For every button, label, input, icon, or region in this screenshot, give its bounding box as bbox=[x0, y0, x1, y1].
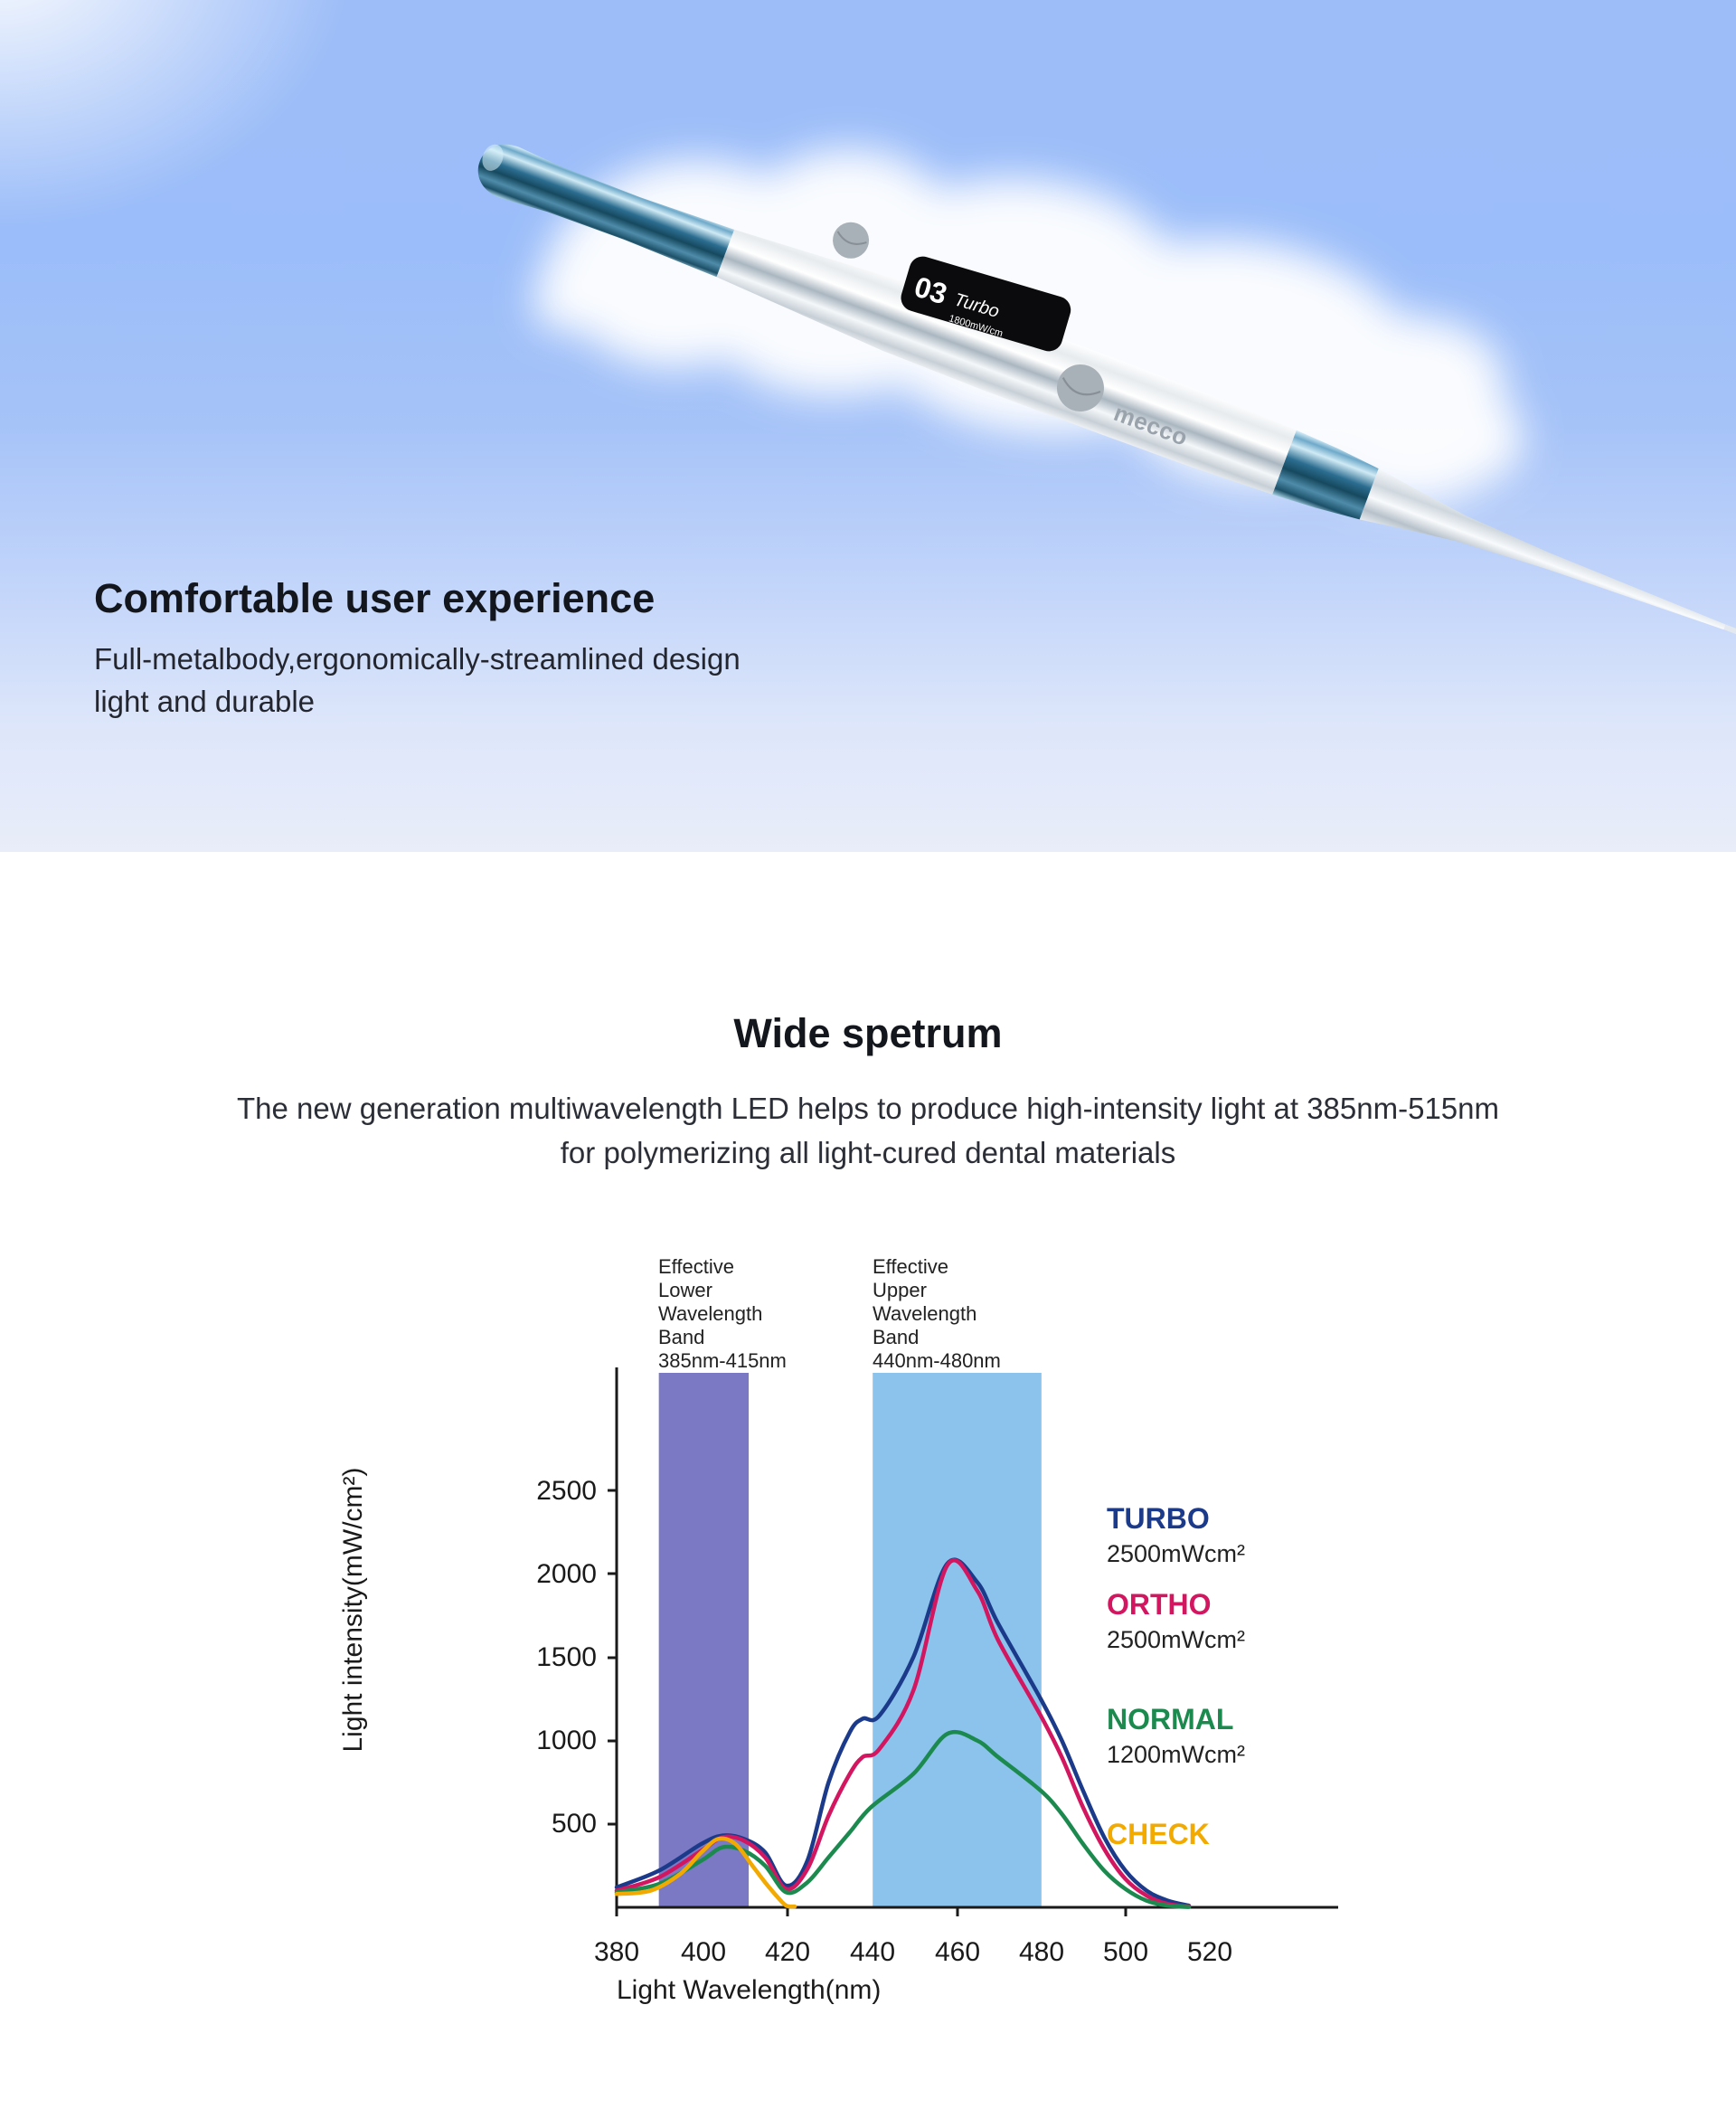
svg-text:Lower: Lower bbox=[658, 1279, 712, 1301]
svg-text:2000: 2000 bbox=[536, 1559, 597, 1589]
svg-text:2500: 2500 bbox=[536, 1476, 597, 1506]
svg-text:385nm-415nm: 385nm-415nm bbox=[658, 1349, 787, 1372]
svg-text:Band: Band bbox=[658, 1326, 704, 1348]
svg-text:Effective: Effective bbox=[658, 1255, 734, 1278]
svg-text:2500mWcm²: 2500mWcm² bbox=[1107, 1626, 1245, 1653]
svg-text:1200mWcm²: 1200mWcm² bbox=[1107, 1741, 1245, 1768]
svg-text:Wavelength: Wavelength bbox=[873, 1302, 976, 1325]
svg-text:520: 520 bbox=[1187, 1937, 1232, 1967]
svg-text:ORTHO: ORTHO bbox=[1107, 1588, 1212, 1621]
svg-text:500: 500 bbox=[552, 1809, 597, 1839]
svg-text:500: 500 bbox=[1103, 1937, 1148, 1967]
svg-text:2500mWcm²: 2500mWcm² bbox=[1107, 1540, 1245, 1567]
svg-text:380: 380 bbox=[594, 1937, 639, 1967]
svg-text:420: 420 bbox=[765, 1937, 810, 1967]
svg-text:400: 400 bbox=[681, 1937, 726, 1967]
svg-text:1500: 1500 bbox=[536, 1642, 597, 1672]
svg-text:440: 440 bbox=[850, 1937, 895, 1967]
svg-text:Wavelength: Wavelength bbox=[658, 1302, 762, 1325]
svg-text:Effective: Effective bbox=[873, 1255, 948, 1278]
svg-text:Band: Band bbox=[873, 1326, 919, 1348]
svg-text:NORMAL: NORMAL bbox=[1107, 1703, 1233, 1735]
svg-text:CHECK: CHECK bbox=[1107, 1818, 1210, 1850]
svg-text:TURBO: TURBO bbox=[1107, 1502, 1210, 1535]
svg-text:440nm-480nm: 440nm-480nm bbox=[873, 1349, 1001, 1372]
svg-text:480: 480 bbox=[1019, 1937, 1064, 1967]
svg-text:Light Wavelength(nm): Light Wavelength(nm) bbox=[617, 1975, 881, 2005]
svg-text:460: 460 bbox=[935, 1937, 980, 1967]
svg-text:Upper: Upper bbox=[873, 1279, 927, 1301]
svg-text:1000: 1000 bbox=[536, 1726, 597, 1755]
svg-text:Light intensity(mW/cm²): Light intensity(mW/cm²) bbox=[338, 1467, 368, 1752]
